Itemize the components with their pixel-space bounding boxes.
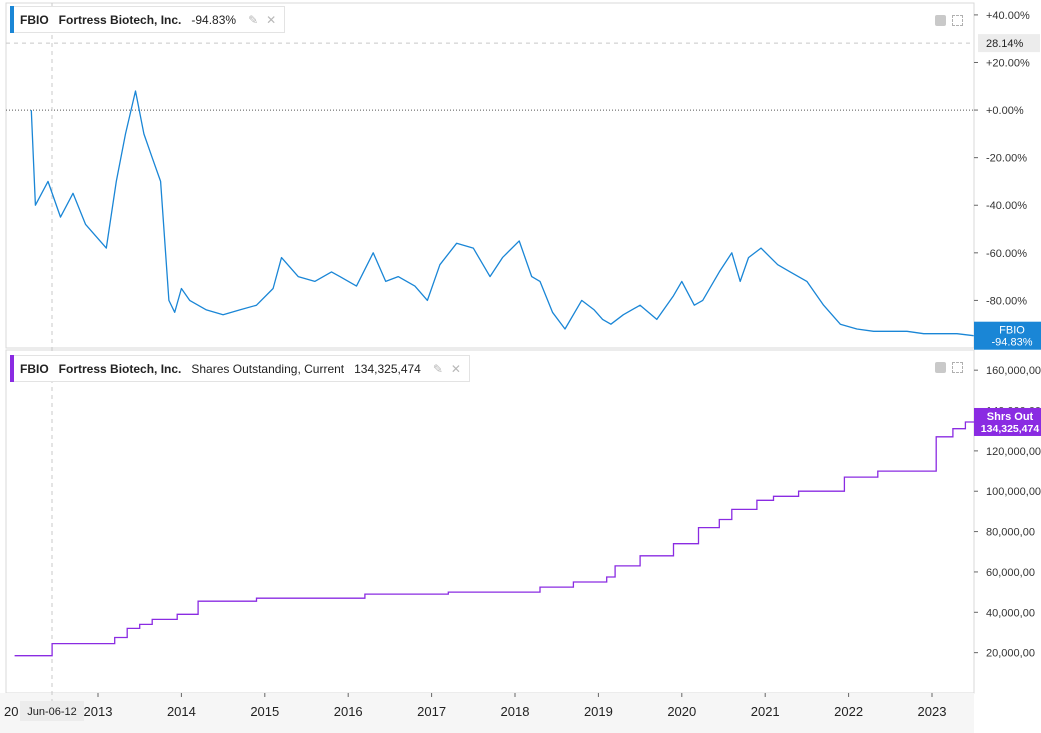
bottom-plot-area[interactable] xyxy=(14,421,978,657)
stamp-icon[interactable]: ✎ xyxy=(432,361,443,376)
bottom-panel-controls xyxy=(935,362,963,373)
x-tick-label: 2018 xyxy=(501,704,530,719)
y-tick-label: 20,000,00 xyxy=(986,648,1035,660)
legend-ticker: FBIO xyxy=(20,361,49,376)
legend-value: 134,325,474 xyxy=(354,361,421,376)
x-tick-label: 2023 xyxy=(918,704,947,719)
move-down-icon[interactable] xyxy=(935,15,946,26)
shares-outstanding-line[interactable] xyxy=(14,421,978,657)
shares-value-badge xyxy=(974,407,1041,436)
legend-value: -94.83% xyxy=(191,12,237,27)
y-tick-label: 60,000,00 xyxy=(986,567,1035,579)
x-tick-label: 2015 xyxy=(250,704,279,719)
x-tick-label: 2020 xyxy=(667,704,696,719)
y-tick-label: +20.00% xyxy=(986,57,1030,69)
x-tick-label: 2019 xyxy=(584,704,613,719)
top-panel-frame xyxy=(5,2,975,349)
y-tick-label: +0.00% xyxy=(986,105,1024,117)
bottom-series-legend[interactable]: FBIO Fortress Biotech, Inc. Shares Outst… xyxy=(10,355,470,382)
crosshair-date-box xyxy=(20,701,84,721)
fbio-badge-value: -94.83% xyxy=(992,337,1033,349)
chart-frame xyxy=(0,2,975,733)
series-color-swatch xyxy=(10,355,14,382)
y-tick-label: -60.00% xyxy=(986,248,1027,260)
y-tick-label: 40,000,00 xyxy=(986,607,1035,619)
y-tick-label: -20.00% xyxy=(986,153,1027,165)
top-panel-controls xyxy=(935,15,963,26)
x-tick-label: 2013 xyxy=(84,704,113,719)
x-tick-label: 20 xyxy=(4,704,18,719)
fbio-value-badge xyxy=(974,321,1041,350)
y-tick-label: 160,000,00 xyxy=(986,365,1041,377)
close-icon[interactable]: ✕ xyxy=(266,12,277,27)
crosshair-date-label: Jun-06-12 xyxy=(27,706,77,718)
x-tick-label: 2021 xyxy=(751,704,780,719)
y-tick-label: 120,000,00 xyxy=(986,446,1041,458)
y-tick-label: -40.00% xyxy=(986,200,1027,212)
fullscreen-icon[interactable] xyxy=(952,362,963,373)
bottom-panel-frame xyxy=(5,349,975,694)
stamp-icon[interactable]: ✎ xyxy=(248,12,259,27)
x-tick-label: 2016 xyxy=(334,704,363,719)
legend-ticker: FBIO xyxy=(20,12,49,27)
crosshair-value-box xyxy=(978,34,1040,53)
top-series-legend[interactable]: FBIO Fortress Biotech, Inc. -94.83% ✎ ✕ xyxy=(10,6,286,33)
x-axis-band xyxy=(0,693,974,733)
y-tick-label: 100,000,00 xyxy=(986,486,1041,498)
y-tick-label: 80,000,00 xyxy=(986,527,1035,539)
fbio-badge-label: FBIO xyxy=(999,325,1025,337)
crosshair-value-label: 28.14% xyxy=(986,38,1024,50)
close-icon[interactable]: ✕ xyxy=(450,361,461,376)
x-tick-label: 2022 xyxy=(834,704,863,719)
fullscreen-icon[interactable] xyxy=(952,15,963,26)
legend-metric: Shares Outstanding, Current xyxy=(191,361,345,376)
legend-company: Fortress Biotech, Inc. xyxy=(58,361,182,376)
x-tick-label: 2017 xyxy=(417,704,446,719)
top-plot-area[interactable] xyxy=(30,90,974,337)
shares-badge-label: Shrs Out xyxy=(987,411,1034,423)
y-tick-label: +40.00% xyxy=(986,10,1030,22)
y-tick-label: -80.00% xyxy=(986,295,1027,307)
shares-badge-value: 134,325,474 xyxy=(981,423,1040,435)
series-color-swatch xyxy=(10,6,14,33)
move-up-icon[interactable] xyxy=(935,362,946,373)
x-tick-label: 2014 xyxy=(167,704,196,719)
fbio-price-line[interactable] xyxy=(30,90,974,337)
legend-company: Fortress Biotech, Inc. xyxy=(58,12,182,27)
axes: +40.00% +20.00% +0.00% -20.00% -40.00% -60.00… xyxy=(4,10,1041,721)
